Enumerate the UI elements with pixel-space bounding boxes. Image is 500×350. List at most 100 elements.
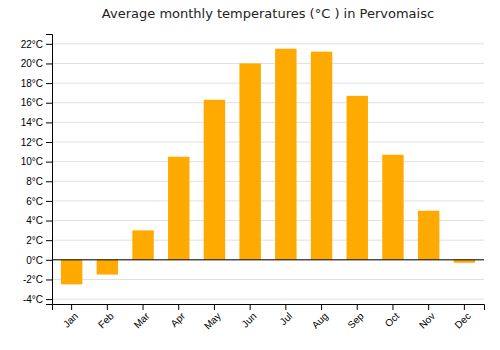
tick-mark	[178, 304, 179, 310]
tick-mark	[392, 304, 393, 310]
tick: Mar	[132, 304, 152, 330]
tick: Jun	[239, 304, 258, 330]
tick-mark	[428, 304, 429, 310]
bars	[61, 49, 475, 285]
tick: Sep	[345, 304, 366, 331]
tick-mark	[46, 221, 52, 222]
tick-mark	[46, 299, 52, 300]
tick-label: 20°C	[21, 58, 43, 69]
tick: -2°C	[23, 274, 52, 285]
tick-label: Jun	[239, 310, 258, 329]
tick-mark	[321, 304, 322, 310]
bar	[97, 260, 118, 275]
axis-line	[46, 35, 53, 305]
tick-mark	[46, 63, 52, 64]
tick-label: 12°C	[21, 137, 43, 148]
tick-label: 2°C	[26, 235, 43, 246]
tick-label: 8°C	[26, 176, 43, 187]
grid-line	[52, 142, 484, 143]
bar	[132, 230, 153, 259]
tick-mark	[46, 201, 52, 202]
tick: Nov	[417, 304, 437, 331]
tick-label: Feb	[96, 310, 116, 330]
x-axis: Jan Feb Mar Apr May Jun Jul Aug Sep Oct Nov Dec	[53, 304, 485, 332]
tick: Aug	[310, 304, 330, 331]
tick: Jul	[278, 304, 295, 327]
plot: -4°C -2°C 0°C 2°C 4°C 6°C 8°C 10°C 12°C 14°C 16°C 1…	[21, 35, 485, 332]
tick-mark	[71, 304, 72, 310]
tick-label: Aug	[310, 310, 330, 330]
tick: 16°C	[21, 97, 52, 108]
tick-mark	[46, 240, 52, 241]
tick: 0°C	[26, 255, 52, 266]
tick-label: Jan	[61, 310, 80, 329]
chart-title: Average monthly temperatures (°C ) in Pe…	[102, 6, 434, 21]
tick-label: 18°C	[21, 78, 43, 89]
tick-label: Dec	[452, 310, 472, 330]
tick-mark	[107, 304, 108, 310]
bar	[61, 260, 82, 285]
y-axis: -4°C -2°C 0°C 2°C 4°C 6°C 8°C 10°C 12°C 14°C 16°C 1…	[21, 35, 53, 305]
bar	[418, 211, 439, 260]
tick-mark	[285, 304, 286, 310]
tick-label: Mar	[132, 310, 152, 330]
grid-line	[52, 43, 484, 44]
tick-mark	[357, 304, 358, 310]
tick: 6°C	[26, 196, 52, 207]
tick-label: Oct	[383, 310, 402, 329]
tick-label: 22°C	[21, 39, 43, 50]
grid-line	[52, 299, 484, 300]
tick: Oct	[383, 304, 402, 329]
grid-line	[52, 181, 484, 182]
tick-label: 16°C	[21, 97, 43, 108]
tick-mark	[46, 103, 52, 104]
tick-mark	[46, 181, 52, 182]
tick: Dec	[452, 304, 472, 331]
tick: 22°C	[21, 39, 52, 50]
tick-label: 4°C	[26, 215, 43, 226]
tick-label: Nov	[417, 310, 437, 330]
tick-mark	[46, 122, 52, 123]
tick-label: 14°C	[21, 117, 43, 128]
tick: 8°C	[26, 176, 52, 187]
tick-mark	[46, 260, 52, 261]
tick: 10°C	[21, 156, 52, 167]
axis-line	[53, 305, 485, 311]
tick-label: May	[202, 310, 223, 331]
bar	[311, 52, 332, 260]
tick: Feb	[96, 304, 116, 330]
tick: 20°C	[21, 58, 52, 69]
tick-label: Apr	[168, 310, 187, 329]
grid-line	[52, 122, 484, 123]
bar	[275, 49, 296, 260]
tick-mark	[464, 304, 465, 310]
tick-label: 0°C	[26, 255, 43, 266]
tick: -4°C	[23, 294, 52, 305]
tick: 18°C	[21, 78, 52, 89]
bar	[168, 157, 189, 260]
grid	[52, 44, 484, 299]
tick-mark	[143, 304, 144, 310]
tick-label: Sep	[345, 310, 366, 331]
tick-mark	[46, 142, 52, 143]
bar	[382, 155, 403, 260]
tick-mark	[46, 279, 52, 280]
grid-line	[52, 259, 484, 260]
tick: 14°C	[21, 117, 52, 128]
tick-label: 6°C	[26, 196, 43, 207]
tick-label: Jul	[278, 310, 295, 327]
bar	[239, 63, 260, 259]
bar	[204, 100, 225, 260]
tick-mark	[46, 44, 52, 45]
tick: 2°C	[26, 235, 52, 246]
bar	[347, 96, 368, 260]
tick: Jan	[61, 304, 80, 330]
grid-line	[52, 63, 484, 64]
tick-mark	[46, 83, 52, 84]
tick-mark	[250, 304, 251, 310]
chart: Average monthly temperatures (°C ) in Pe…	[0, 0, 500, 350]
grid-line	[52, 161, 484, 162]
tick-mark	[46, 162, 52, 163]
tick: Apr	[168, 304, 187, 329]
tick-label: -4°C	[23, 294, 43, 305]
